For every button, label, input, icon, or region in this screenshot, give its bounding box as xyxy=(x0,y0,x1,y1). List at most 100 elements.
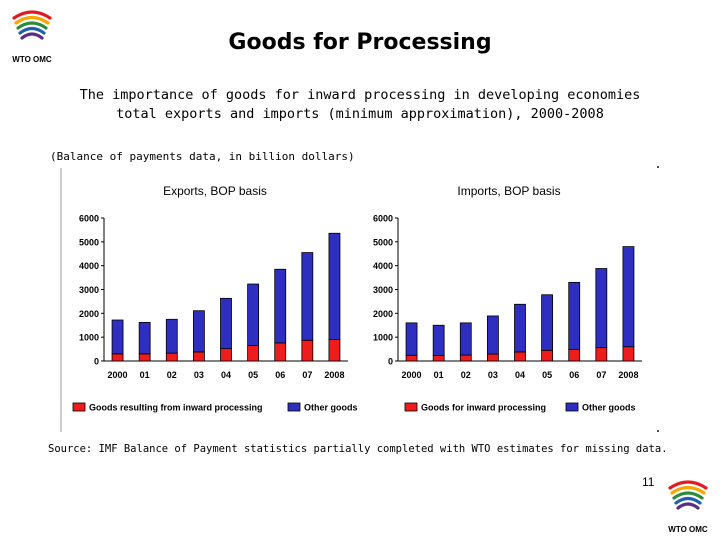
y-tick-label: 2000 xyxy=(373,309,393,319)
y-tick-label: 3000 xyxy=(373,285,393,295)
logo-stripe xyxy=(20,32,44,40)
bar-processing xyxy=(274,342,287,362)
corner-dot-top xyxy=(657,166,659,168)
x-tick-label: 07 xyxy=(302,370,312,380)
y-tick-label: 1000 xyxy=(373,333,393,343)
x-tick-label: 01 xyxy=(140,370,150,380)
bar-processing xyxy=(301,339,314,362)
legend-swatch xyxy=(287,402,301,412)
x-tick-label: 02 xyxy=(461,370,471,380)
bar-other xyxy=(301,252,314,341)
wto-logo-top: WTO OMC xyxy=(12,10,52,64)
bar-other xyxy=(486,315,499,355)
chart-title: Imports, BOP basis xyxy=(457,184,560,198)
bar-processing xyxy=(568,348,581,362)
x-tick-label: 06 xyxy=(275,370,285,380)
x-tick-label: 02 xyxy=(167,370,177,380)
bar-processing xyxy=(405,354,418,362)
chart-title: Exports, BOP basis xyxy=(163,184,267,198)
legend-label: Other goods xyxy=(582,403,636,413)
slide-subtitle: The importance of goods for inward proce… xyxy=(0,86,720,124)
x-tick-label: 03 xyxy=(194,370,204,380)
x-tick-label: 2008 xyxy=(324,370,344,380)
y-tick-label: 6000 xyxy=(79,214,99,224)
x-tick-label: 07 xyxy=(596,370,606,380)
bar-processing xyxy=(432,355,445,362)
bar-other xyxy=(220,297,232,350)
x-tick-label: 05 xyxy=(542,370,552,380)
logo-stripe xyxy=(12,10,52,20)
bar-processing xyxy=(622,346,635,362)
bar-processing xyxy=(595,347,608,362)
subtitle-line-1: The importance of goods for inward proce… xyxy=(79,87,641,103)
units-note: (Balance of payments data, in billion do… xyxy=(50,150,355,163)
bar-other xyxy=(274,268,287,344)
legend-label: Goods for inward processing xyxy=(421,403,546,413)
legend-swatch xyxy=(72,402,86,412)
x-tick-label: 04 xyxy=(515,370,525,380)
bar-other xyxy=(595,268,608,349)
bar-processing xyxy=(486,353,499,362)
corner-dot-bottom xyxy=(657,430,659,432)
bar-other xyxy=(514,303,526,353)
source-note: Source: IMF Balance of Payment statistic… xyxy=(48,443,668,455)
legend-swatch xyxy=(565,402,579,412)
wto-logo-bottom: WTO OMC xyxy=(668,480,708,534)
bar-other xyxy=(111,319,124,355)
logo-stripe xyxy=(676,502,700,510)
x-tick-label: 06 xyxy=(569,370,579,380)
y-tick-label: 6000 xyxy=(373,214,393,224)
legend-label: Goods resulting from inward processing xyxy=(89,403,263,413)
bar-processing xyxy=(220,348,232,362)
x-tick-label: 04 xyxy=(221,370,231,380)
bar-other xyxy=(138,321,151,355)
x-tick-label: 03 xyxy=(488,370,498,380)
y-tick-label: 2000 xyxy=(79,309,99,319)
legend-swatch xyxy=(404,402,418,412)
logo-text: WTO OMC xyxy=(668,525,708,534)
bar-other xyxy=(459,322,472,356)
logo-stripe xyxy=(674,496,702,505)
logo-stripe xyxy=(670,485,706,495)
y-tick-label: 0 xyxy=(388,357,393,367)
bar-other xyxy=(247,283,260,346)
bar-processing xyxy=(247,345,260,362)
y-tick-label: 4000 xyxy=(79,261,99,271)
bar-other xyxy=(622,246,635,348)
logo-stripe xyxy=(14,15,50,25)
bar-processing xyxy=(459,354,472,362)
logo-text: WTO OMC xyxy=(12,55,52,64)
bar-other xyxy=(405,322,418,356)
bar-other xyxy=(568,281,581,350)
x-tick-label: 2000 xyxy=(108,370,128,380)
x-tick-label: 01 xyxy=(434,370,444,380)
y-tick-label: 4000 xyxy=(373,261,393,271)
y-tick-label: 5000 xyxy=(373,237,393,247)
bar-processing xyxy=(165,352,178,362)
y-tick-label: 3000 xyxy=(79,285,99,295)
bar-other xyxy=(192,310,205,353)
slide-title: Goods for Processing xyxy=(228,30,492,55)
page-number: 11 xyxy=(642,475,655,489)
wto-globe-icon xyxy=(668,480,708,510)
chart-exports: Exports, BOP basis 0 1000 2000 3000 4000 5000 6… xyxy=(72,184,358,413)
bar-other xyxy=(432,324,445,356)
x-tick-label: 2000 xyxy=(402,370,422,380)
bar-processing xyxy=(138,353,151,362)
y-tick-label: 0 xyxy=(94,357,99,367)
y-tick-label: 1000 xyxy=(79,333,99,343)
x-tick-label: 2008 xyxy=(618,370,638,380)
bar-other xyxy=(541,294,554,351)
legend-label: Other goods xyxy=(304,403,358,413)
bar-processing xyxy=(328,339,341,362)
y-tick-label: 5000 xyxy=(79,237,99,247)
x-tick-label: 05 xyxy=(248,370,258,380)
bar-processing xyxy=(111,353,124,362)
logo-stripe xyxy=(16,21,48,30)
logo-stripe xyxy=(18,26,46,35)
logo-stripe xyxy=(672,491,704,500)
logo-stripe xyxy=(668,480,708,490)
subtitle-line-2: total exports and imports (minimum appro… xyxy=(116,106,604,122)
bar-processing xyxy=(192,351,205,362)
